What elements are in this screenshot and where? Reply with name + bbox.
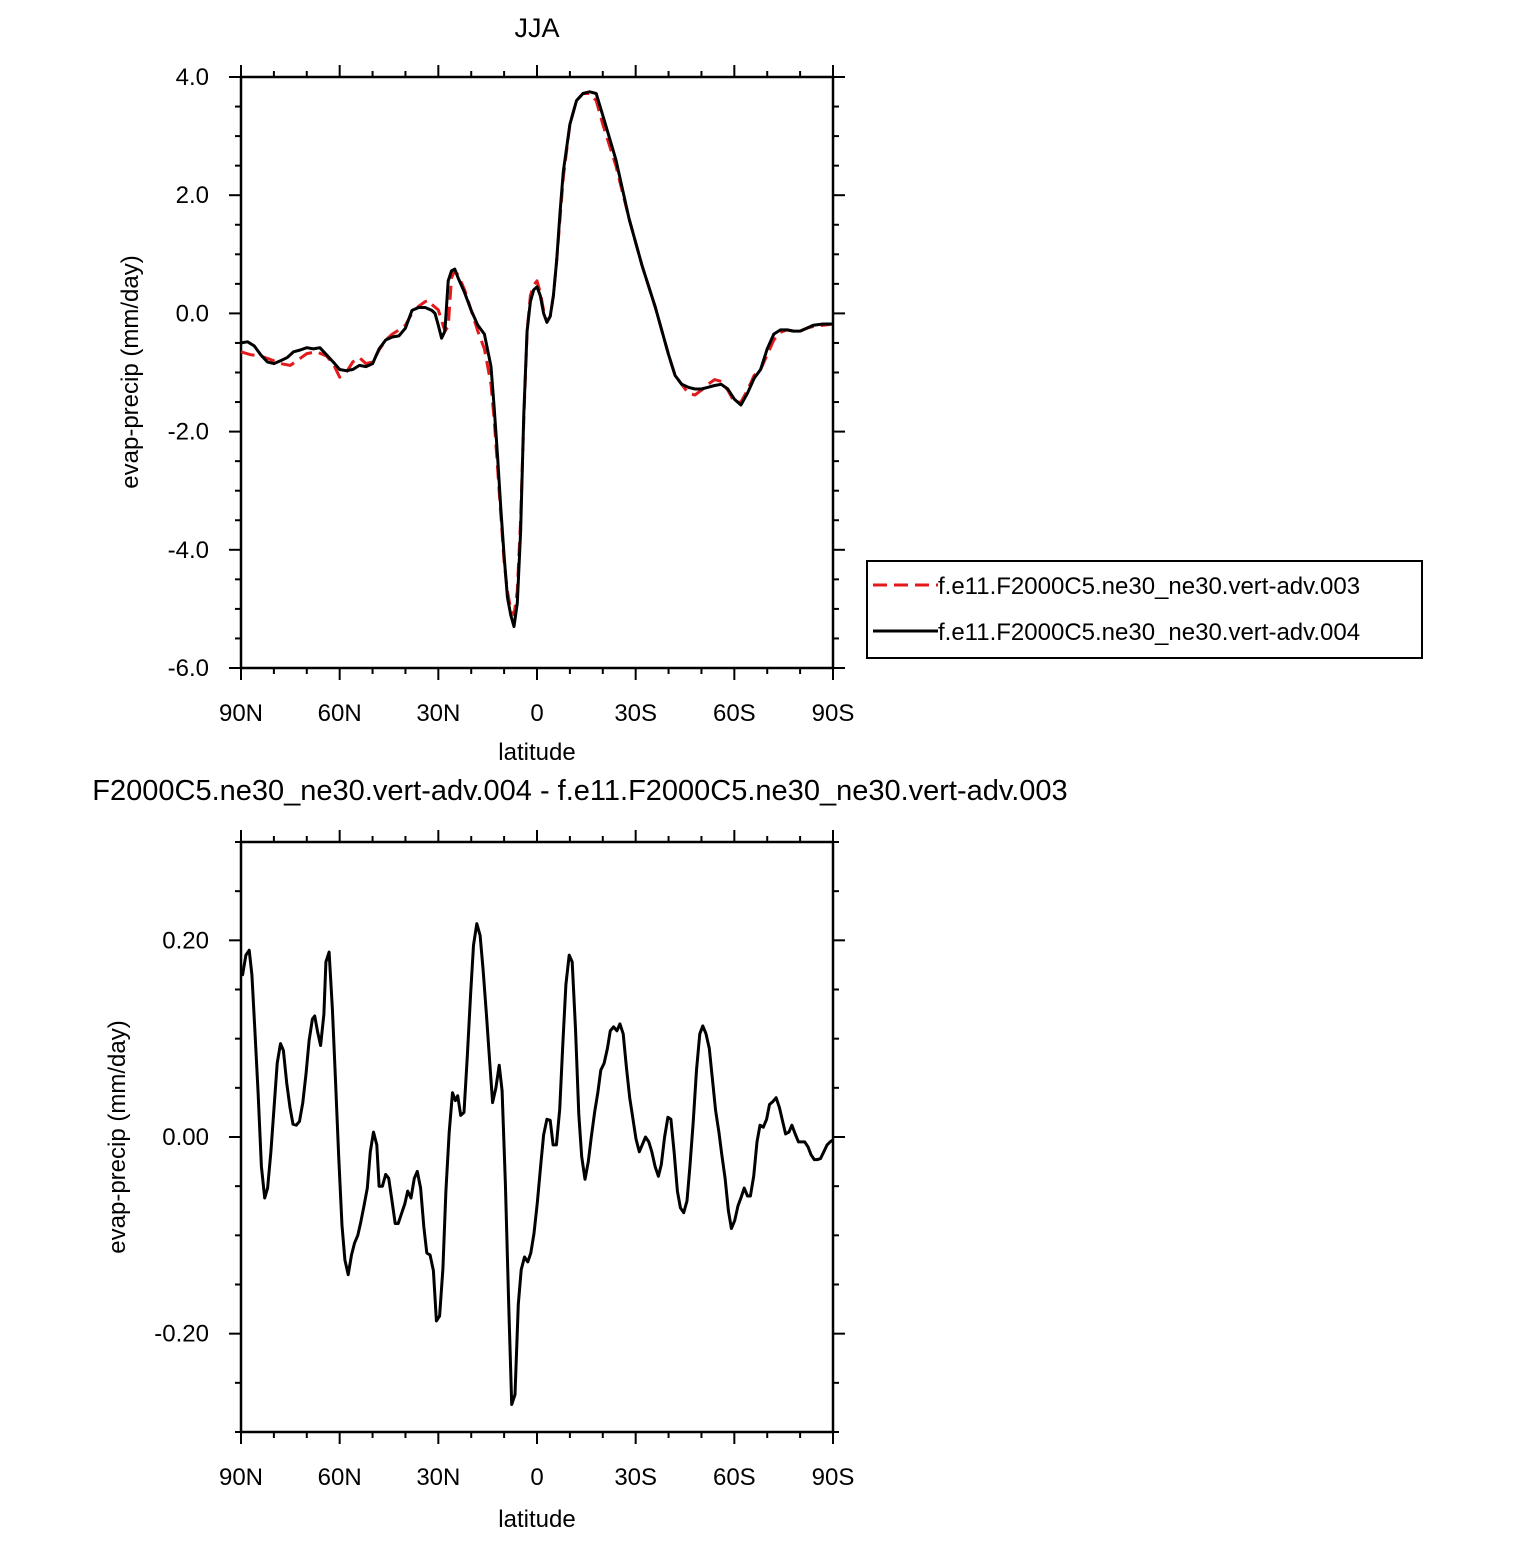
- legend-label-004: f.e11.F2000C5.ne30_ne30.vert-adv.004: [938, 619, 1360, 646]
- bottom-panel: F2000C5.ne30_ne30.vert-adv.004 - f.e11.F…: [92, 775, 1067, 1533]
- x-tick-label: 60S: [713, 700, 756, 727]
- bottom-plot-frame: [239, 840, 835, 1434]
- x-tick-label: 30S: [614, 1464, 657, 1491]
- y-tick-label: -6.0: [168, 655, 209, 682]
- top-x-axis-label: latitude: [498, 739, 575, 766]
- top-y-axis-label: evap-precip (mm/day): [117, 255, 144, 488]
- y-tick-label: 0.00: [162, 1124, 209, 1151]
- x-tick-label: 0: [530, 700, 543, 727]
- x-tick-label: 30S: [614, 700, 657, 727]
- top-plot-frame: [239, 75, 835, 670]
- bottom-x-axis-label: latitude: [498, 1506, 575, 1533]
- x-tick-label: 90S: [812, 1464, 855, 1491]
- x-tick-label: 90N: [219, 1464, 263, 1491]
- y-tick-label: -0.20: [154, 1321, 209, 1348]
- legend-label-003: f.e11.F2000C5.ne30_ne30.vert-adv.003: [938, 573, 1360, 600]
- bottom-chart-title: F2000C5.ne30_ne30.vert-adv.004 - f.e11.F…: [92, 775, 1067, 807]
- legend: f.e11.F2000C5.ne30_ne30.vert-adv.003 f.e…: [866, 560, 1423, 659]
- x-tick-label: 60N: [318, 700, 362, 727]
- x-tick-label: 90N: [219, 700, 263, 727]
- y-tick-label: 0.20: [162, 927, 209, 954]
- bottom-y-axis-label: evap-precip (mm/day): [104, 1020, 131, 1253]
- top-series-lines: [240, 90, 834, 629]
- legend-box: [866, 560, 1423, 659]
- x-tick-label: 30N: [416, 700, 460, 727]
- y-tick-label: 2.0: [176, 182, 209, 209]
- top-panel: JJA -6.0 -4.0 -2.0 0.0 2.0 4.0 90N 60N 30N 0 30S 6…: [117, 13, 1423, 766]
- bottom-series-lines: [241, 922, 834, 1406]
- y-tick-label: -4.0: [168, 537, 209, 564]
- series-line-1: [240, 92, 834, 617]
- series-line-1: [241, 922, 834, 1406]
- x-tick-label: 60N: [318, 1464, 362, 1491]
- bottom-y-tick-labels: -0.20 0.00 0.20: [154, 927, 209, 1347]
- y-tick-label: 0.0: [176, 300, 209, 327]
- x-tick-label: 90S: [812, 700, 855, 727]
- top-chart-title: JJA: [514, 13, 559, 43]
- x-tick-label: 60S: [713, 1464, 756, 1491]
- y-tick-label: -2.0: [168, 419, 209, 446]
- bottom-x-tick-labels: 90N 60N 30N 0 30S 60S 90S: [219, 1464, 854, 1491]
- top-x-tick-labels: 90N 60N 30N 0 30S 60S 90S: [219, 700, 854, 727]
- y-tick-label: 4.0: [176, 64, 209, 91]
- x-tick-label: 0: [530, 1464, 543, 1491]
- top-axis-ticks: [229, 65, 845, 680]
- bottom-axis-ticks: [229, 830, 845, 1444]
- x-tick-label: 30N: [416, 1464, 460, 1491]
- series-line-2: [240, 90, 833, 629]
- top-y-tick-labels: -6.0 -4.0 -2.0 0.0 2.0 4.0: [168, 64, 209, 682]
